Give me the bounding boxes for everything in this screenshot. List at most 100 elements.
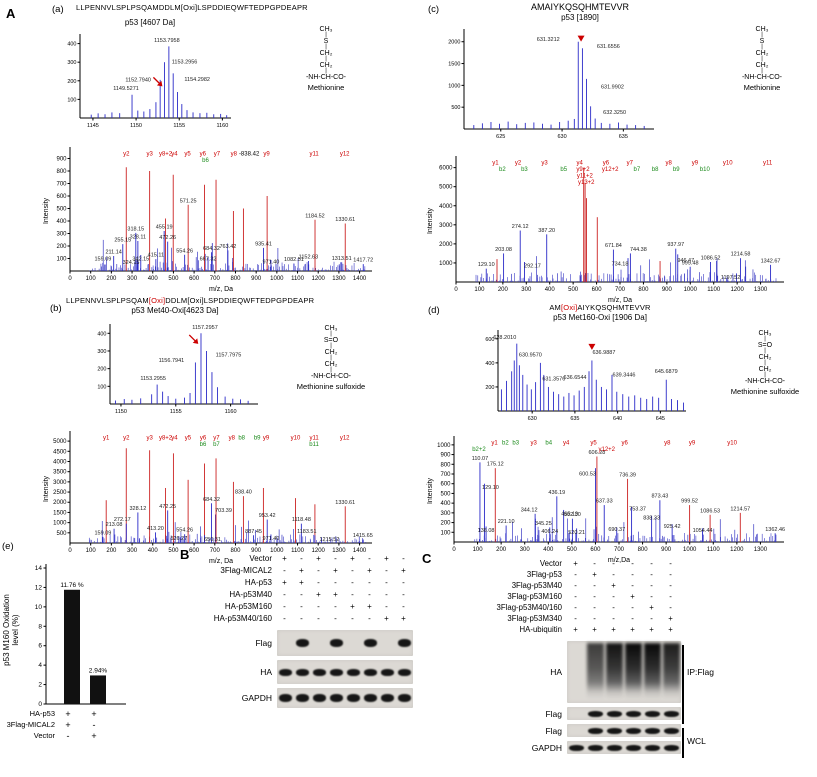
svg-text:211.14: 211.14 <box>105 250 121 256</box>
oxidation-bar-chart: 0 2 4 6 8 10 12 14 11.76 % 2.94% <box>26 554 128 711</box>
svg-text:328.12: 328.12 <box>129 506 146 512</box>
bond-line: | <box>764 371 766 378</box>
svg-text:100: 100 <box>474 287 485 293</box>
condition-value: - <box>351 565 354 575</box>
svg-text:1155: 1155 <box>170 409 182 415</box>
spectrum-svg: 625 630 635 500 1000 1500 2000 631.3212 631.6556… <box>448 29 654 140</box>
condition-value: - <box>351 577 354 587</box>
spectrum-svg: 0 100 200 300 400 500 600 700 800 900 1000 1100 1200… <box>427 156 784 304</box>
condition-value: - <box>650 592 653 601</box>
blot-image <box>567 724 681 737</box>
svg-text:400: 400 <box>67 42 76 48</box>
svg-text:1145: 1145 <box>87 123 99 129</box>
svg-text:554.26: 554.26 <box>176 248 193 254</box>
ubiquitin-smear <box>587 643 604 699</box>
e-condition-value: + <box>91 730 97 741</box>
condition-value: - <box>631 570 634 579</box>
svg-text:300: 300 <box>127 548 138 554</box>
panel-C-label: C <box>422 551 432 566</box>
spectrum-svg: 0 100 200 300 400 500 600 700 800 900 1000 1100 1200… <box>43 147 373 293</box>
svg-text:1183.51: 1183.51 <box>297 529 316 535</box>
svg-text:1000: 1000 <box>270 276 284 282</box>
structure-line: S=O <box>757 341 773 349</box>
condition-label: HA-ubiquitin <box>519 625 562 634</box>
condition-value: - <box>612 559 615 568</box>
svg-text:636.6544: 636.6544 <box>564 375 587 381</box>
svg-text:0: 0 <box>452 547 456 553</box>
condition-value: + <box>401 565 406 575</box>
svg-text:1500: 1500 <box>448 62 460 68</box>
svg-text:y8: y8 <box>666 161 673 167</box>
blot-band <box>607 744 622 751</box>
sequence-segment: LLPENNVLSPLPSQAMDDLM <box>76 3 181 12</box>
condition-label: HA-p53 <box>244 577 272 587</box>
condition-value: - <box>317 601 320 611</box>
svg-text:600: 600 <box>440 482 451 488</box>
svg-text:628.2010: 628.2010 <box>493 335 516 341</box>
condition-value: + <box>573 559 578 568</box>
svg-text:12: 12 <box>35 584 43 591</box>
condition-value: - <box>300 601 303 611</box>
svg-text:274.12: 274.12 <box>512 224 529 230</box>
condition-value: + <box>299 565 304 575</box>
blot-band <box>364 639 377 647</box>
condition-value: - <box>574 581 577 590</box>
svg-text:406.24: 406.24 <box>541 529 558 535</box>
svg-text:y9: y9 <box>692 161 699 167</box>
svg-text:1300: 1300 <box>332 548 346 554</box>
svg-text:300: 300 <box>97 349 106 355</box>
blot-band <box>347 694 360 702</box>
condition-label: HA-p53M40/160 <box>213 613 272 623</box>
svg-text:b11: b11 <box>309 442 319 448</box>
e-condition-row: Vector - + <box>0 730 107 741</box>
svg-text:1153.7958: 1153.7958 <box>154 38 180 44</box>
condition-value: - <box>650 570 653 579</box>
svg-text:800: 800 <box>440 462 451 468</box>
svg-text:1150: 1150 <box>115 409 127 415</box>
svg-text:1330.61: 1330.61 <box>335 500 355 506</box>
svg-text:b3: b3 <box>512 441 519 447</box>
svg-text:10: 10 <box>35 604 43 611</box>
blot-band <box>279 694 292 702</box>
svg-text:400: 400 <box>148 276 159 282</box>
svg-text:342.15: 342.15 <box>132 257 149 263</box>
condition-value: - <box>631 603 634 612</box>
svg-text:3500: 3500 <box>53 470 67 476</box>
svg-text:630: 630 <box>557 134 566 140</box>
bond-line: | <box>330 355 332 362</box>
svg-text:Intensity: Intensity <box>43 197 50 224</box>
svg-text:159.09: 159.09 <box>94 256 111 262</box>
svg-text:1153.2955: 1153.2955 <box>140 376 166 382</box>
svg-text:800: 800 <box>638 287 649 293</box>
svg-text:700: 700 <box>210 276 221 282</box>
svg-text:y8+2: y8+2 <box>159 152 173 158</box>
ubiquitin-smear <box>606 643 623 699</box>
svg-text:571.25: 571.25 <box>180 198 197 204</box>
svg-text:0: 0 <box>68 548 72 554</box>
svg-text:y10: y10 <box>291 436 301 442</box>
svg-text:400: 400 <box>485 361 494 367</box>
svg-text:y9: y9 <box>263 436 270 442</box>
svg-text:700: 700 <box>615 287 626 293</box>
svg-text:700: 700 <box>614 547 625 553</box>
bond-line: | <box>761 56 763 63</box>
blot-image <box>567 641 681 703</box>
svg-text:y5: y5 <box>590 441 597 447</box>
svg-text:1215.52: 1215.52 <box>319 537 339 543</box>
svg-text:838.40: 838.40 <box>235 490 252 496</box>
e-condition-label: Vector <box>33 731 55 740</box>
svg-text:y7: y7 <box>213 436 220 442</box>
svg-text:200: 200 <box>496 547 507 553</box>
ubiquitin-smear <box>625 643 642 699</box>
condition-value: - <box>317 613 320 623</box>
svg-text:292.17: 292.17 <box>524 263 541 269</box>
svg-text:703.39: 703.39 <box>215 508 232 514</box>
condition-value: - <box>593 614 596 623</box>
structure-line: CH₂ <box>324 348 338 356</box>
svg-text:b4: b4 <box>545 441 552 447</box>
condition-value: - <box>385 601 388 611</box>
condition-value: + <box>573 625 578 634</box>
condition-value: + <box>282 577 287 587</box>
bar-chart-svg: 0 2 4 6 8 10 12 14 11.76 % 2.94% <box>35 564 126 708</box>
condition-value: - <box>283 565 286 575</box>
